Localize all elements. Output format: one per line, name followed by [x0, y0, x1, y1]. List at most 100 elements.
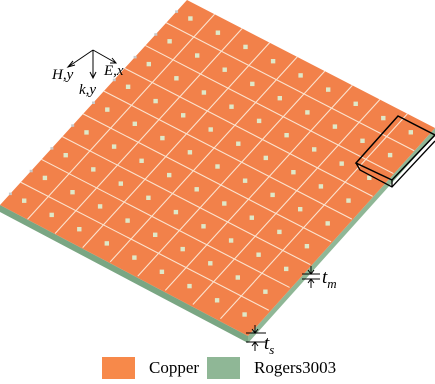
copper-swatch: [102, 357, 135, 379]
substrate-side-face: [0, 205, 248, 343]
h-axis-label: H,y: [51, 67, 74, 83]
unit-cell-square: [97, 204, 103, 209]
legend-copper: Copper: [102, 356, 199, 380]
tm-dimension-marker: [302, 266, 320, 288]
grid-line: [109, 56, 298, 263]
unit-cell-square: [77, 227, 82, 232]
unit-cell-square: [63, 153, 68, 158]
unit-cell-square: [312, 147, 317, 152]
unit-cell-square: [326, 87, 331, 92]
unit-cell-square: [160, 135, 165, 141]
unit-cell-square: [201, 90, 207, 95]
unit-cell-square: [70, 190, 75, 195]
unit-cell-square: [214, 298, 220, 303]
unit-cell-square: [284, 266, 289, 272]
unit-cell-square: [188, 16, 193, 21]
unit-cell-square: [159, 269, 165, 274]
edge-dot: [29, 169, 33, 173]
unit-cell-square: [208, 261, 213, 266]
grid-line: [145, 45, 394, 175]
unit-cell-square: [263, 289, 268, 294]
ts-dimension-marker: [246, 325, 266, 351]
unit-cell-square: [111, 144, 117, 149]
tm-label: tm: [322, 267, 337, 291]
h-axis-arrow: [67, 49, 94, 68]
unit-cell-square: [132, 121, 137, 126]
unit-cell-square: [132, 255, 137, 260]
unit-cell-square: [360, 138, 365, 143]
edge-dot: [8, 192, 12, 196]
unit-cell-square: [228, 238, 234, 243]
unit-cell-square: [105, 107, 110, 112]
unit-cell-square: [367, 175, 372, 180]
grid-line: [192, 99, 381, 305]
unit-cell-square: [146, 195, 151, 200]
unit-cell-square: [173, 209, 179, 215]
unit-cell-square: [325, 221, 330, 226]
unit-cell-square: [298, 207, 303, 212]
unit-cell-square: [49, 212, 54, 218]
unit-cell-square: [339, 161, 344, 166]
unit-cell-grid: [20, 13, 415, 320]
highlighted-cell-side: [355, 140, 435, 188]
unit-cell-square: [187, 283, 192, 289]
unit-cell-square: [242, 312, 247, 317]
grid-line: [54, 28, 243, 234]
k-axis-label: k,y: [79, 82, 96, 98]
unit-cell-square: [346, 198, 351, 203]
unit-cell-square: [118, 181, 123, 186]
grid-line: [82, 42, 271, 249]
unit-cell-square: [408, 130, 413, 135]
grid-line: [82, 113, 332, 243]
substrate-right-face: [248, 128, 435, 343]
unit-cell-square: [242, 178, 248, 183]
unit-cell-square: [353, 101, 358, 106]
unit-cell-square: [284, 133, 289, 138]
unit-cell-square: [215, 164, 220, 169]
e-axis-label: E,x: [103, 63, 124, 79]
unit-cell-square: [181, 113, 186, 118]
unit-cell-square: [215, 30, 221, 35]
rogers-legend-label: Rogers3003: [254, 358, 337, 377]
unit-cell-square: [222, 201, 227, 206]
unit-cell-square: [229, 104, 234, 109]
unit-cell-square: [381, 115, 386, 121]
unit-cell-square: [249, 215, 254, 220]
grid-line: [164, 84, 353, 291]
rogers-swatch: [207, 357, 240, 379]
unit-cell-square: [235, 275, 240, 280]
unit-cell-square: [263, 155, 268, 161]
edge-dot: [175, 10, 179, 13]
grid-line: [103, 90, 353, 220]
edge-dot: [71, 124, 75, 127]
unit-cell-square: [304, 244, 310, 249]
unit-cell-square: [104, 241, 109, 246]
edge-dot: [50, 147, 54, 150]
grid-line: [124, 67, 373, 197]
unit-cell-square: [125, 84, 131, 89]
unit-cell-square: [180, 246, 185, 252]
unit-cell-square: [22, 198, 27, 203]
unit-cell-square: [222, 67, 227, 72]
unit-cell-square: [139, 158, 144, 163]
unit-cell-square: [208, 127, 213, 132]
e-axis-arrow: [92, 49, 117, 64]
unit-cell-square: [291, 170, 296, 175]
unit-cell-square: [153, 232, 158, 237]
unit-cell-square: [250, 81, 255, 87]
unit-cell-square: [256, 118, 262, 124]
unit-cell-square: [194, 187, 199, 192]
unit-cell-square: [153, 98, 158, 104]
unit-cell-square: [243, 44, 248, 50]
edge-dot: [133, 55, 137, 59]
unit-cell-square: [84, 130, 89, 135]
unit-cell-square: [256, 252, 261, 257]
unit-cell-square: [42, 175, 48, 181]
unit-cell-square: [167, 172, 172, 178]
grid-line: [137, 70, 326, 277]
coordinate-axes: [66, 49, 118, 80]
unit-cell-square: [167, 39, 172, 44]
legend-rogers: Rogers3003: [207, 356, 336, 380]
grid-line: [20, 181, 270, 311]
